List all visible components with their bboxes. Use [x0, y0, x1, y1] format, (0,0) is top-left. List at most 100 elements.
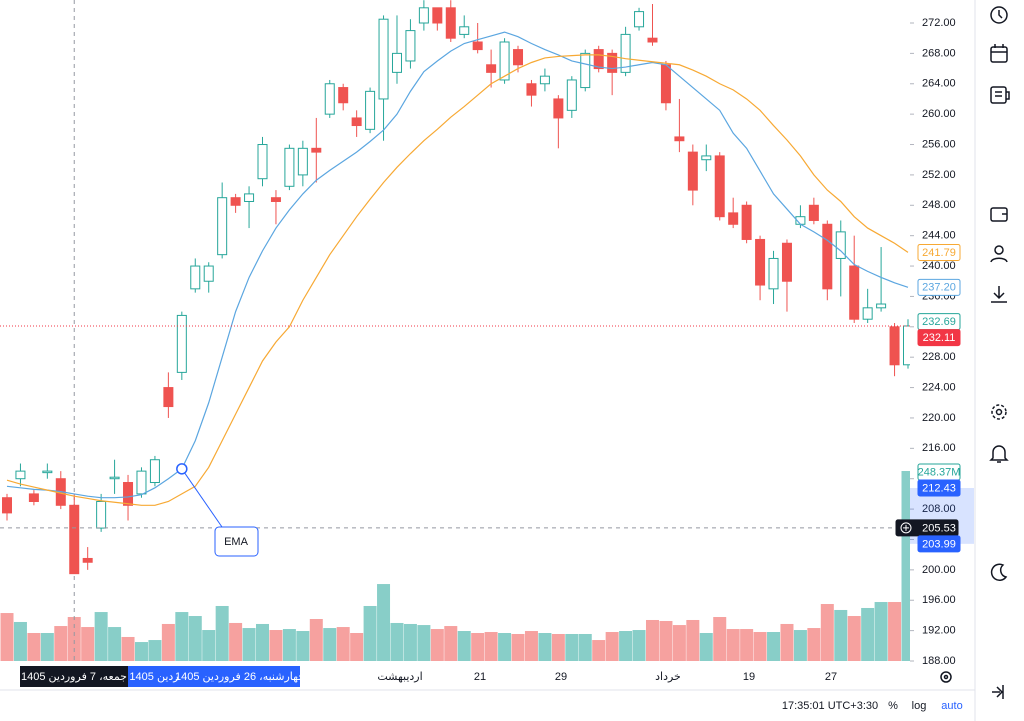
volume-bar [511, 633, 525, 661]
volume-bar [888, 602, 902, 661]
volume-bar [767, 632, 781, 661]
plot-area [0, 0, 910, 664]
volume-bar [538, 633, 552, 661]
candle-body [526, 83, 537, 96]
volume-bar [40, 633, 54, 661]
volume-bar [148, 640, 162, 661]
price-label-box [917, 243, 961, 261]
price-label: 212.43 [917, 479, 961, 497]
candle-body [580, 52, 591, 89]
candle-body [351, 117, 362, 127]
volume-bar [134, 642, 148, 661]
candle-body [566, 79, 577, 111]
candle-body [284, 147, 295, 187]
candle-body [42, 470, 53, 474]
axis-settings[interactable] [940, 671, 952, 683]
wallet-icon[interactable] [990, 207, 1008, 222]
x-tick-label: 21 [474, 671, 486, 683]
price-label-box [917, 535, 961, 553]
volume-bar [484, 632, 498, 661]
price-label-box [917, 329, 961, 347]
candle-body [15, 470, 26, 480]
volume-bar [108, 627, 122, 661]
candle-body [418, 7, 429, 24]
candle-body [781, 242, 792, 282]
price-label-box [917, 479, 961, 497]
volume-bar [242, 628, 256, 661]
x-tick-label: 29 [555, 671, 567, 683]
volume-bar [847, 616, 861, 661]
y-tick-label: 220.00 [922, 412, 956, 424]
volume-bar [740, 629, 754, 661]
candle-body [539, 75, 550, 85]
range-date: چهارشنبه، 26 فروردین 1405 [175, 671, 305, 683]
candle-body [405, 30, 416, 62]
volume-bar [336, 627, 350, 661]
price-label-text: 203.99 [922, 538, 956, 550]
candle-body [687, 151, 698, 191]
candle-body [203, 265, 214, 282]
auto-toggle[interactable]: auto [941, 700, 962, 712]
candle-body [96, 501, 107, 529]
candle-body [808, 204, 819, 221]
price-label: 241.79 [917, 243, 961, 261]
y-tick-label: 272.00 [922, 17, 956, 29]
candle-body [230, 197, 241, 206]
crosshair-date: جمعه، 7 فروردین 1405 [21, 671, 127, 683]
candle-body [889, 326, 900, 366]
volume-bar [632, 630, 646, 661]
percent-toggle[interactable]: % [888, 700, 898, 712]
candle-body [755, 238, 766, 286]
clock-icon[interactable] [990, 6, 1008, 24]
y-tick-label: 240.00 [922, 260, 956, 272]
alert-icon[interactable] [989, 445, 1009, 463]
user-icon[interactable] [990, 245, 1008, 263]
download-icon[interactable] [991, 286, 1007, 303]
y-tick-label: 196.00 [922, 594, 956, 606]
candle-body [445, 7, 456, 39]
volume-bar [269, 630, 283, 661]
candle-body [674, 136, 685, 142]
volume-bar [94, 612, 108, 661]
volume-bar [323, 628, 337, 661]
candle-body [365, 90, 376, 130]
candle-body [486, 64, 497, 73]
y-tick-label: 256.00 [922, 138, 956, 150]
price-label: 232.69 [917, 313, 961, 331]
volume-bar [619, 631, 633, 661]
candle-body [297, 147, 308, 176]
calendar-icon[interactable] [990, 44, 1008, 63]
candle-body [432, 7, 443, 24]
volume-bar [780, 623, 794, 661]
log-toggle[interactable]: log [912, 700, 927, 712]
volume-bar [592, 640, 606, 661]
notes-icon[interactable] [990, 86, 1010, 104]
logout-icon[interactable] [992, 685, 1004, 699]
volume-bar [672, 625, 686, 661]
settings-icon[interactable] [991, 404, 1007, 420]
price-label-text: 212.43 [922, 482, 956, 494]
candle-body [244, 193, 255, 202]
volume-bar [659, 620, 673, 661]
theme-icon[interactable] [990, 563, 1008, 581]
volume-bar [565, 633, 579, 661]
toolbar [989, 6, 1010, 699]
volume-bar [161, 623, 175, 661]
annotation-connector [181, 468, 223, 528]
candle-body [741, 204, 752, 240]
volume-bar [807, 628, 821, 661]
candle-body [324, 83, 335, 115]
volume-bar [551, 633, 565, 661]
candle-body [69, 504, 80, 575]
y-tick-label: 252.00 [922, 169, 956, 181]
volume-bar [215, 605, 229, 661]
y-tick-label: 200.00 [922, 564, 956, 576]
volume-bar [713, 617, 727, 661]
volume-bar [444, 626, 458, 661]
volume-bar [457, 631, 471, 661]
candle-body [109, 476, 120, 480]
price-label-box [917, 278, 961, 296]
volume-bar [121, 636, 135, 661]
volume-bar [605, 632, 619, 661]
